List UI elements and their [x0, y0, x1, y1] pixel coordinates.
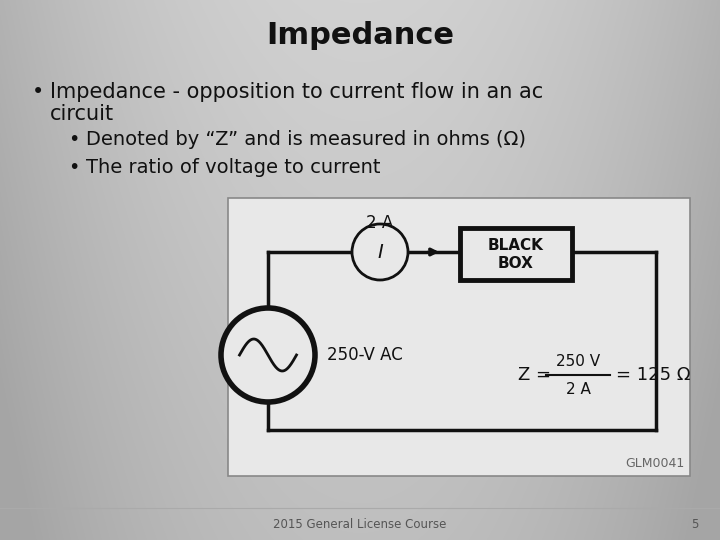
Text: BLACK: BLACK [488, 238, 544, 253]
Text: Z =: Z = [518, 366, 551, 384]
Text: BOX: BOX [498, 255, 534, 271]
Circle shape [352, 224, 408, 280]
Text: 2 A: 2 A [566, 381, 590, 396]
Text: •: • [68, 130, 79, 149]
FancyBboxPatch shape [228, 198, 690, 476]
Text: The ratio of voltage to current: The ratio of voltage to current [86, 158, 380, 177]
Text: 5: 5 [691, 517, 698, 530]
Text: •: • [32, 82, 44, 102]
FancyBboxPatch shape [460, 228, 572, 280]
Text: 250 V: 250 V [556, 354, 600, 368]
Text: 2015 General License Course: 2015 General License Course [274, 517, 446, 530]
Text: Denoted by “Z” and is measured in ohms (Ω): Denoted by “Z” and is measured in ohms (… [86, 130, 526, 149]
Text: circuit: circuit [50, 104, 114, 124]
Text: Impedance - opposition to current flow in an ac: Impedance - opposition to current flow i… [50, 82, 544, 102]
Text: •: • [68, 158, 79, 177]
Text: GLM0041: GLM0041 [625, 457, 684, 470]
Text: 250-V AC: 250-V AC [327, 346, 402, 364]
Text: I: I [377, 242, 383, 261]
Circle shape [221, 308, 315, 402]
Text: = 125 Ω: = 125 Ω [616, 366, 690, 384]
Text: Impedance: Impedance [266, 22, 454, 51]
Text: 2 A: 2 A [366, 214, 394, 232]
